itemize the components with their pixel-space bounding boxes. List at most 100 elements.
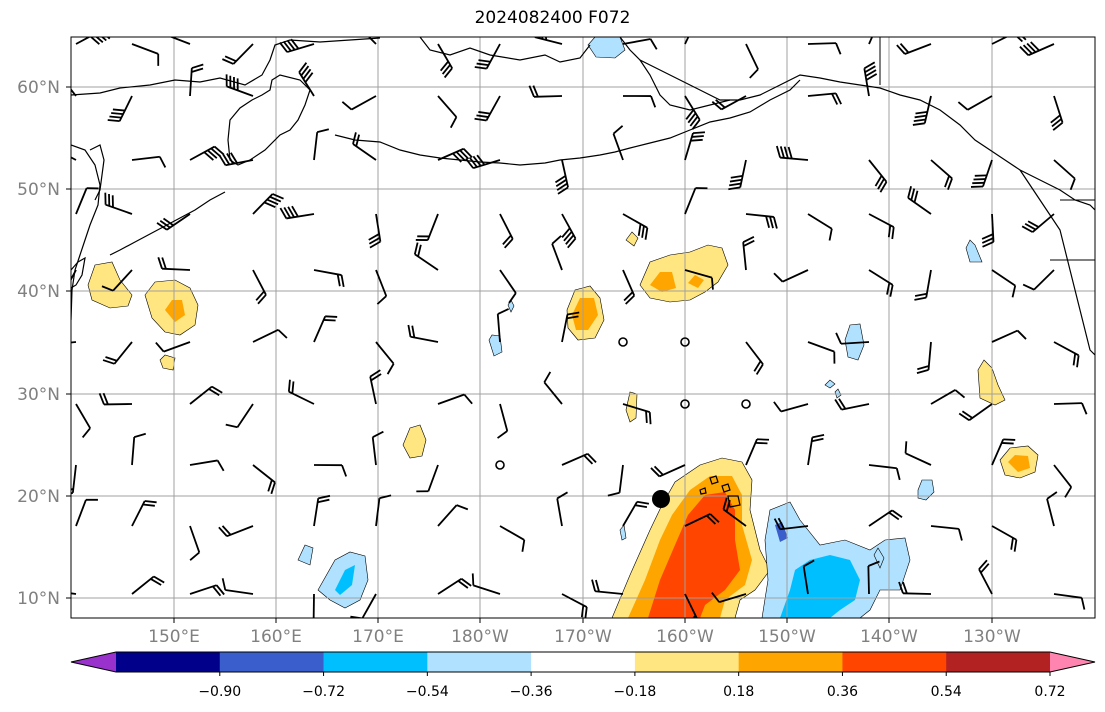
wind-barb-feather: [474, 66, 487, 70]
wind-barb-feather: [557, 186, 569, 195]
wind-barb-staff: [1046, 498, 1055, 527]
wind-barb-feather: [1021, 225, 1034, 233]
wind-barb-feather: [355, 134, 361, 147]
wind-barb-feather: [497, 308, 510, 315]
wind-barb-feather: [711, 277, 714, 290]
wind-barb-feather: [215, 584, 225, 596]
wind-barb-feather: [472, 155, 482, 167]
wind-barb-feather: [775, 145, 781, 158]
wind-barb-feather: [1027, 220, 1040, 228]
colorbar-extend-low: [71, 652, 116, 672]
wind-barb-feather: [386, 363, 395, 375]
lat-label: 50°N: [17, 180, 60, 200]
calm-circles: [495, 337, 751, 470]
wind-barb-staff: [967, 95, 993, 111]
wind-barb-feather: [478, 111, 491, 115]
wind-barb-staff: [252, 328, 279, 343]
wind-barb-staff: [71, 88, 77, 97]
wind-barb-feather: [623, 291, 634, 302]
wind-barb-feather: [706, 515, 717, 525]
wind-barb-staff: [561, 213, 577, 239]
wind-barb-feather: [266, 198, 279, 206]
wind-barb-feather: [648, 412, 652, 425]
wind-barb-feather: [218, 154, 227, 166]
wind-barb-staff: [991, 269, 1016, 287]
wind-barb-staff: [930, 525, 959, 530]
wind-barb-staff: [375, 269, 388, 297]
wind-barb-staff: [313, 132, 319, 161]
wind-barb-staff: [659, 464, 686, 478]
wind-barb-feather: [207, 149, 218, 159]
wind-barb-feather: [711, 592, 720, 603]
wind-barb-feather: [687, 112, 697, 124]
wind-barb-feather: [62, 141, 63, 153]
wind-barb-feather: [255, 290, 265, 301]
wind-barb-staff: [410, 335, 439, 343]
wind-barb-staff: [807, 341, 835, 353]
wind-barb-feather: [1052, 121, 1064, 131]
wind-barb-feather: [865, 69, 877, 77]
wind-barb-feather: [888, 511, 900, 521]
wind-barb-feather: [914, 296, 927, 301]
wind-barb-staff: [112, 269, 133, 292]
wind-barb-feather: [341, 464, 348, 477]
wind-barb-feather: [368, 233, 380, 241]
lat-label: 30°N: [17, 385, 60, 405]
wind-barb-feather: [637, 223, 642, 236]
wind-barb-feather: [290, 38, 300, 50]
wind-barb-staff: [252, 193, 274, 215]
wind-barb-feather: [287, 379, 291, 392]
wind-barb-feather: [302, 622, 313, 626]
wind-barb-feather: [443, 67, 453, 79]
wind-barb-feather: [352, 132, 357, 145]
wind-barb-feather: [685, 109, 695, 120]
wind-barb-staff: [561, 452, 589, 466]
wind-barb-staff: [369, 376, 377, 405]
wind-barb-feather: [561, 227, 571, 238]
colorbar-tick-label: −0.72: [302, 684, 345, 700]
wind-barb-feather: [914, 292, 928, 297]
wind-barb-staff: [684, 37, 690, 45]
wind-barb-feather: [502, 234, 512, 245]
lon-label: 180°W: [451, 627, 509, 647]
wind-barb-feather: [286, 39, 296, 51]
wind-barb-staff: [561, 593, 588, 608]
wind-barb-feather: [765, 215, 770, 228]
wind-barb-staff: [473, 584, 501, 595]
wind-barb-staff: [118, 95, 133, 122]
wind-barb-feather: [218, 526, 228, 537]
wind-barb-feather: [356, 13, 361, 24]
wind-barb-feather: [691, 119, 701, 130]
coastlines: [71, 37, 1095, 508]
wind-barb-feather: [370, 373, 382, 382]
wind-barb-feather: [153, 575, 165, 584]
wind-barb-feather: [317, 498, 330, 504]
wind-barb-staff: [595, 590, 624, 595]
wind-barb-feather: [690, 138, 703, 142]
wind-barb-feather: [478, 59, 491, 63]
wind-barb-feather: [291, 381, 295, 394]
wind-barb-staff: [286, 43, 315, 53]
wind-barb-feather: [889, 284, 894, 297]
wind-barbs: [62, 13, 1088, 626]
colorbar-tick-label: −0.90: [198, 684, 241, 700]
wind-barb-feather: [917, 365, 930, 371]
wind-barb-feather: [441, 64, 451, 75]
wind-barb-feather: [834, 399, 843, 411]
wind-barb-feather: [591, 579, 597, 592]
wind-barb-feather: [689, 115, 699, 127]
wind-barb-feather: [880, 18, 892, 19]
wind-barb-feather: [222, 153, 231, 165]
wind-barb-staff: [75, 187, 88, 215]
wind-barb-feather: [838, 398, 847, 410]
colorbar-segment: [219, 652, 325, 672]
wind-barb-feather: [376, 295, 387, 305]
wind-barb-feather: [497, 430, 508, 439]
wind-barb-feather: [372, 430, 384, 438]
wind-barb-feather: [915, 110, 928, 115]
wind-barb-staff: [367, 37, 377, 45]
wind-barb-staff: [991, 329, 1018, 343]
wind-barb-feather: [465, 158, 474, 169]
wind-barb-feather: [649, 38, 658, 50]
wind-barb-staff: [551, 243, 563, 271]
